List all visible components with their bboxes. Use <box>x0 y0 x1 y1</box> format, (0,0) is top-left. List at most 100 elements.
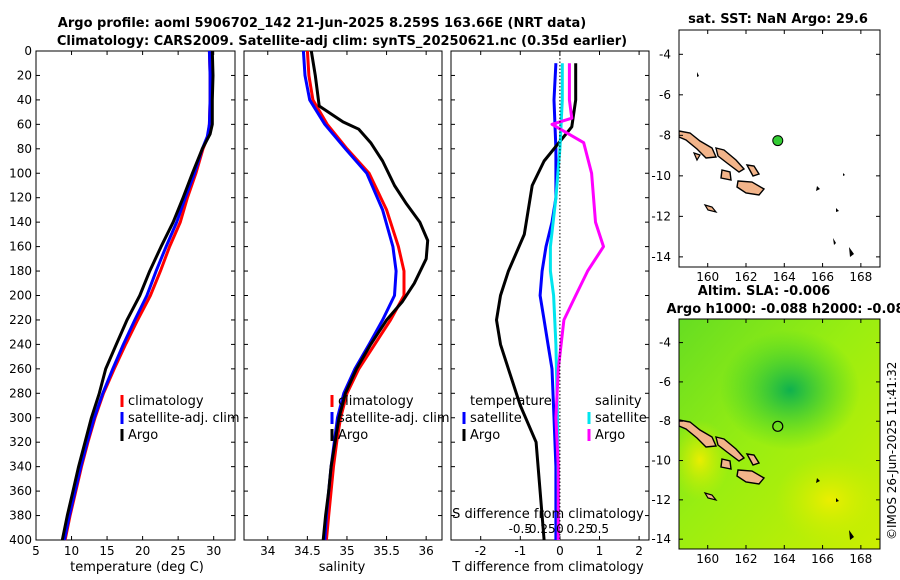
series-line-satellite-adj-clim <box>62 50 212 541</box>
island-dot <box>816 478 820 483</box>
sst-map-title: sat. SST: NaN Argo: 29.6 <box>688 12 868 27</box>
difference-plot: -2 -1 0 1 2 -0.5-0.25 0 0.250.5 <box>451 50 649 558</box>
s-tick-label: 0.25 <box>566 522 593 536</box>
salinity-axes <box>243 50 443 541</box>
x-tick-label: 15 <box>99 544 114 558</box>
legend-s-argo: Argo <box>595 428 625 443</box>
salinity-xlabel: salinity <box>319 560 366 575</box>
argo-float-marker <box>772 135 784 147</box>
y-tick-label: 380 <box>9 509 32 523</box>
series-line-climatology <box>63 50 212 541</box>
x-tick-label: 34 <box>260 544 275 558</box>
sla-map <box>679 319 880 549</box>
x-tick-label: 162 <box>735 270 758 284</box>
island-dot <box>836 208 839 212</box>
x-tick-label: 35 <box>339 544 354 558</box>
island-dot <box>697 72 699 77</box>
y-tick-label: -8 <box>659 414 671 428</box>
sla-high-anomaly <box>775 455 880 545</box>
y-tick-label: 40 <box>17 93 32 107</box>
x-tick-label: 160 <box>696 270 719 284</box>
y-tick-label: 80 <box>17 142 32 156</box>
x-tick-label: 164 <box>773 552 796 566</box>
y-tick-label: 300 <box>9 411 32 425</box>
island-malaita <box>745 164 761 177</box>
island-guadalcanal <box>736 469 766 485</box>
x-tick-label: 166 <box>811 552 834 566</box>
series-line-climatology <box>305 50 406 541</box>
x-tick-label: 160 <box>696 552 719 566</box>
island-choiseul <box>679 130 718 159</box>
x-tick-label: 164 <box>773 270 796 284</box>
x-tick-label: 35.5 <box>373 544 400 558</box>
s-tick-label: -0.5 <box>509 522 532 536</box>
s-tick-label: 0.5 <box>590 522 609 536</box>
legend-climatology: climatology <box>128 394 204 409</box>
x-tick-label: 168 <box>849 270 872 284</box>
x-tick-label: 34.5 <box>294 544 321 558</box>
island-choiseul <box>679 419 718 448</box>
sla-map-axes <box>678 318 881 550</box>
island-new-georgia <box>720 458 732 470</box>
x-tick-label: 5 <box>32 544 40 558</box>
y-tick-label: -14 <box>651 532 671 546</box>
series-line-salinity-argo <box>550 63 605 540</box>
island-dot <box>833 238 836 245</box>
legend-argo: Argo <box>338 428 368 443</box>
x-tick-label: 10 <box>64 544 79 558</box>
legend-s-satellite: satellite <box>595 411 647 426</box>
y-tick-label: -6 <box>659 375 671 389</box>
sla-low-anomaly <box>720 330 860 450</box>
s-tick-label: 0 <box>556 522 564 536</box>
island-dot <box>816 186 820 191</box>
y-tick-label: 220 <box>9 313 32 327</box>
temperature-xlabel: temperature (deg C) <box>70 560 204 575</box>
sst-map-ticks: 160 162 164 166 168 -4 -6 -8 -10 -12 -14 <box>651 30 880 284</box>
sla-map-ticks: 160 162 164 166 168 -4 -6 -8 -10 -12 -14 <box>651 319 880 566</box>
series-line-argo <box>60 50 215 541</box>
y-tick-label: 60 <box>17 117 32 131</box>
y-tick-label: 140 <box>9 215 32 229</box>
sst-map <box>679 30 880 267</box>
x-tick-label: 36 <box>419 544 434 558</box>
island-santa-isabel <box>715 147 746 173</box>
y-tick-label: -10 <box>651 454 671 468</box>
y-tick-label: 260 <box>9 362 32 376</box>
x-tick-label: 166 <box>811 270 834 284</box>
island-guadalcanal <box>736 180 766 196</box>
x-tick-label: 20 <box>135 544 150 558</box>
series-line-temperature-satellite <box>538 63 558 540</box>
legend-satellite: satellite-adj. clim <box>338 411 450 426</box>
imos-credit: ©IMOS 26-Jun-2025 11:41:32 <box>885 362 899 540</box>
island-malaita <box>745 453 761 466</box>
y-tick-label: 160 <box>9 240 32 254</box>
sla-map-title-1: Altim. SLA: -0.006 <box>698 284 830 299</box>
series-line-argo <box>309 50 430 541</box>
argo-float-marker <box>772 420 784 432</box>
y-tick-label: 180 <box>9 264 32 278</box>
sst-map-axes <box>678 29 881 268</box>
difference-xlabel-top: S difference from climatology <box>452 507 644 522</box>
s-tick-label: -0.25 <box>525 522 556 536</box>
y-tick-label: 400 <box>9 533 32 547</box>
x-tick-label: -2 <box>475 544 487 558</box>
difference-xlabel: T difference from climatology <box>451 560 644 575</box>
island-rennell <box>703 492 718 502</box>
y-tick-label: 20 <box>17 68 32 82</box>
salinity-legend: climatology satellite-adj. clim Argo <box>330 394 450 443</box>
island-new-georgia <box>720 169 732 181</box>
legend-t-argo: Argo <box>470 428 500 443</box>
x-tick-label: 168 <box>849 552 872 566</box>
y-tick-label: 340 <box>9 460 32 474</box>
x-tick-label: 0 <box>556 544 564 558</box>
x-tick-label: -1 <box>514 544 526 558</box>
x-tick-label: 30 <box>206 544 221 558</box>
y-tick-label: 280 <box>9 386 32 400</box>
island-dot <box>849 247 854 257</box>
y-tick-label: -8 <box>659 128 671 142</box>
island-small <box>692 152 701 162</box>
y-tick-label: 120 <box>9 191 32 205</box>
y-tick-label: -4 <box>659 336 671 350</box>
legend-satellite: satellite-adj. clim <box>128 411 240 426</box>
